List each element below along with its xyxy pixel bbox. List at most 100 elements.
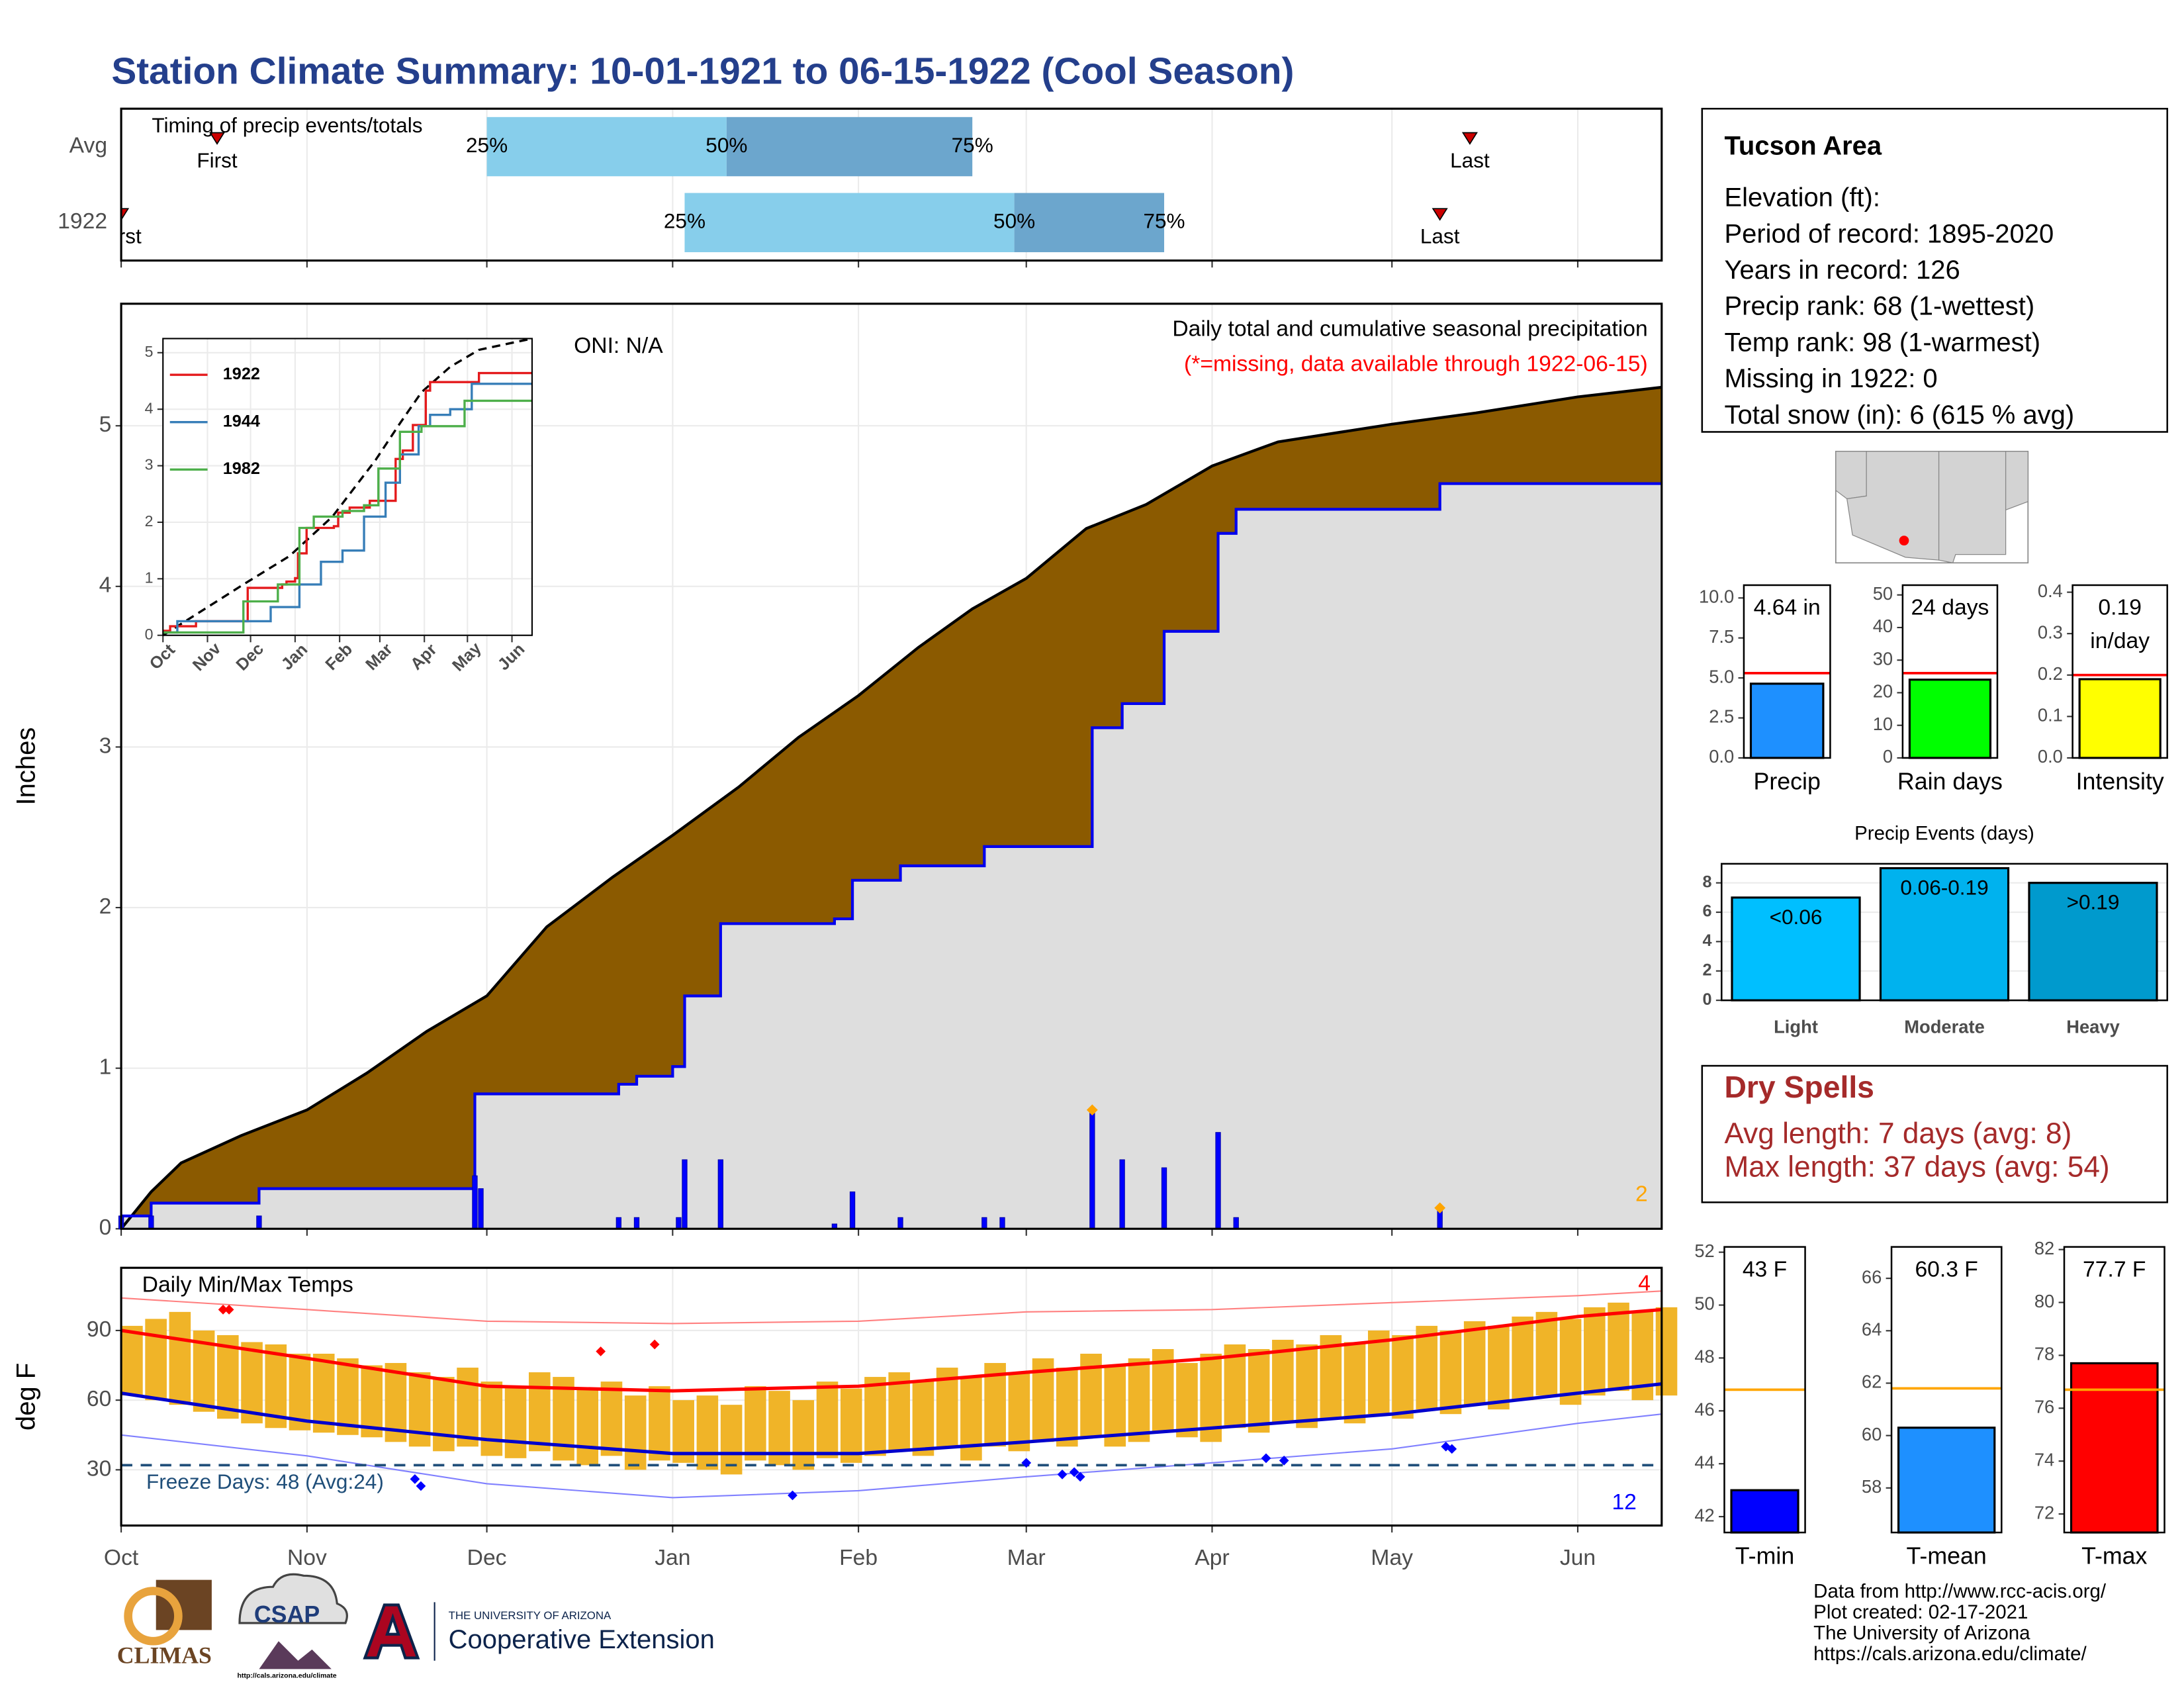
footer-line: The University of Arizona bbox=[1813, 1622, 2030, 1644]
record-low-count: 12 bbox=[1612, 1490, 1636, 1515]
daily-bar bbox=[256, 1215, 262, 1229]
temp-bar bbox=[1608, 1302, 1629, 1391]
temp-bar bbox=[408, 1372, 431, 1447]
temp-bar bbox=[121, 1325, 143, 1396]
record-count: 2 bbox=[1635, 1182, 1648, 1207]
locator-map bbox=[1835, 451, 2029, 564]
y-tick-label: 44 bbox=[1694, 1452, 1714, 1472]
row-label: Avg bbox=[69, 133, 107, 158]
value-label: 60.3 F bbox=[1915, 1257, 1978, 1282]
y-tick-label: 60 bbox=[87, 1387, 111, 1411]
y-tick-label: 0.2 bbox=[2038, 663, 2063, 684]
value-label: 77.7 F bbox=[2083, 1257, 2146, 1282]
y-tick-label: 40 bbox=[1873, 616, 1893, 636]
daily-bar bbox=[897, 1217, 903, 1229]
record-high-count: 4 bbox=[1638, 1271, 1651, 1295]
last-label: Last bbox=[1420, 224, 1460, 248]
daily-bar bbox=[682, 1159, 688, 1229]
legend-label: 1944 bbox=[223, 412, 260, 430]
y-tick-label: 2 bbox=[99, 894, 112, 919]
plot-frame bbox=[1721, 863, 2169, 1002]
y-tick-label: 10.0 bbox=[1699, 586, 1734, 607]
temp-bar bbox=[600, 1382, 623, 1456]
plot-frame bbox=[120, 107, 1663, 262]
plot-frame bbox=[2063, 1246, 2165, 1534]
y-tick-label: 46 bbox=[1694, 1399, 1714, 1420]
temp-bar bbox=[1392, 1335, 1414, 1419]
x-tick-label: Oct bbox=[104, 1546, 139, 1570]
bar bbox=[1879, 867, 2010, 1002]
y-tick-label: 5.0 bbox=[1709, 666, 1734, 686]
y-tick-label: 0.0 bbox=[2038, 746, 2063, 767]
x-tick-label: May bbox=[1371, 1546, 1413, 1570]
y-tick-label: 52 bbox=[1694, 1241, 1714, 1261]
y-tick-label: 78 bbox=[2034, 1344, 2054, 1364]
bar-chart: Precip Events (days) 0 2 4 6 8 <0.06 Light 0.06-… bbox=[1702, 822, 2169, 1037]
temp-bar bbox=[433, 1377, 455, 1452]
record-marker bbox=[416, 1481, 426, 1491]
x-tick-label: Nov bbox=[287, 1546, 327, 1570]
plot-frame bbox=[1743, 584, 1831, 759]
plot-frame bbox=[1890, 1246, 2003, 1534]
record-min-line bbox=[120, 1413, 1662, 1499]
y-tick-label: 30 bbox=[1873, 648, 1893, 669]
series-line bbox=[163, 383, 532, 634]
x-tick-label: Rain days bbox=[1897, 768, 2003, 794]
x-tick-label: Dec bbox=[467, 1546, 507, 1570]
x-tick-label: Heavy bbox=[2066, 1016, 2120, 1037]
extension-name: Cooperative Extension bbox=[449, 1625, 715, 1654]
page-title: Station Climate Summary: 10-01-1921 to 0… bbox=[111, 51, 1294, 93]
temp-bar bbox=[960, 1377, 982, 1461]
y-tick-label: 0 bbox=[99, 1215, 112, 1240]
temp-bar bbox=[241, 1342, 263, 1424]
range-label: <0.06 bbox=[1770, 905, 1823, 929]
map-state bbox=[2005, 451, 2028, 511]
temp-bar bbox=[745, 1386, 766, 1461]
y-tick-label: 50 bbox=[1873, 583, 1893, 604]
season-area bbox=[121, 483, 1662, 1229]
temp-bar bbox=[720, 1405, 743, 1475]
record-marker bbox=[218, 1304, 228, 1315]
y-tick-label: 0.1 bbox=[2038, 705, 2063, 726]
series-line bbox=[163, 371, 532, 632]
timing-bar bbox=[486, 117, 727, 177]
x-tick-label: Jun bbox=[1560, 1546, 1596, 1570]
daily-bar bbox=[148, 1215, 154, 1229]
daily-bar bbox=[1089, 1109, 1095, 1229]
temp-bar bbox=[1320, 1335, 1342, 1419]
temp-bar bbox=[1655, 1307, 1678, 1396]
y-tick-label: 6 bbox=[1702, 902, 1711, 921]
legend-label: 1922 bbox=[223, 365, 260, 383]
record-marker bbox=[596, 1346, 606, 1356]
map-state bbox=[1938, 451, 2007, 564]
temp-bar bbox=[696, 1395, 719, 1470]
temp-bar bbox=[1008, 1372, 1030, 1452]
percentile-label: 25% bbox=[664, 209, 705, 233]
temp-bar bbox=[1343, 1342, 1366, 1424]
season-line bbox=[121, 482, 1662, 1217]
x-tick-label: Feb bbox=[839, 1546, 878, 1570]
csap-url: http://cals.arizona.edu/climate bbox=[237, 1672, 336, 1680]
last-label: Last bbox=[1450, 148, 1490, 172]
temp-bar bbox=[1584, 1307, 1606, 1396]
record-marker bbox=[1075, 1472, 1085, 1482]
ua-logo bbox=[363, 1603, 420, 1660]
record-marker bbox=[1057, 1470, 1068, 1479]
daily-bar bbox=[981, 1217, 987, 1229]
daily-bar bbox=[1119, 1159, 1125, 1229]
value-label: 4.64 in bbox=[1754, 596, 1821, 620]
y-tick-label: 58 bbox=[1862, 1476, 1882, 1497]
bar-chart: 72 74 76 78 80 82 T-max 77.7 F bbox=[2034, 1238, 2165, 1569]
bar bbox=[2028, 882, 2158, 1002]
y-tick-label: 0 bbox=[1883, 746, 1893, 767]
temp-bar bbox=[1128, 1358, 1150, 1442]
chart-note: (*=missing, data available through 1922-… bbox=[1184, 352, 1648, 376]
y-tick-label: 30 bbox=[87, 1456, 111, 1481]
temp-bar bbox=[649, 1386, 670, 1461]
y-tick-label: 4 bbox=[145, 399, 154, 416]
timing-chart: 25% 50% 75% First Last 25% 50% 75% First Last Avg 1… bbox=[58, 107, 1663, 268]
temp-bar bbox=[504, 1386, 527, 1458]
temp-bar bbox=[1056, 1368, 1078, 1447]
temp-bar bbox=[1176, 1363, 1198, 1438]
bar bbox=[1749, 682, 1825, 759]
